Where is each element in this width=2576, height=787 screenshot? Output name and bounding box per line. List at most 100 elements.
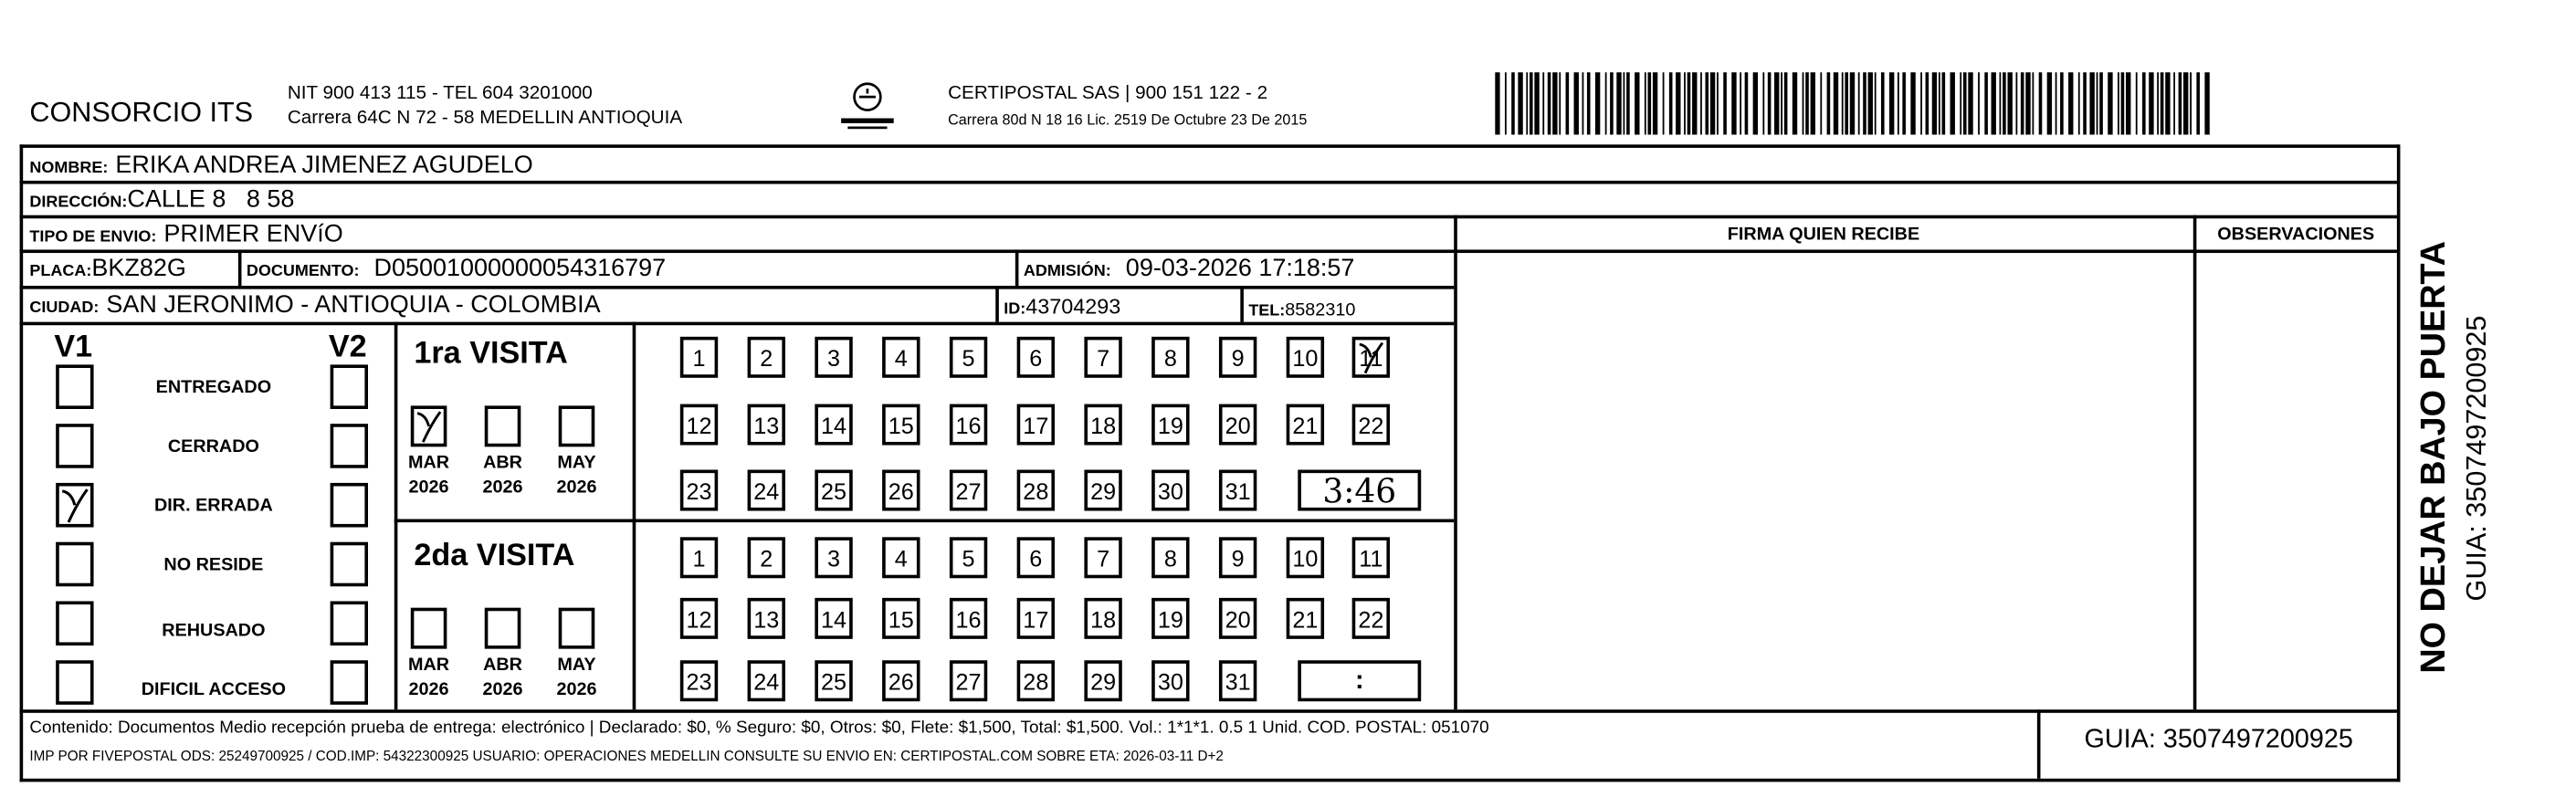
day-checkbox[interactable]: 28 <box>1016 660 1056 702</box>
day-checkbox[interactable]: 20 <box>1218 404 1257 446</box>
barcode-bar <box>1705 72 1709 135</box>
day-checkbox[interactable]: 3 <box>815 336 853 378</box>
day-checkbox[interactable]: 14 <box>815 404 853 446</box>
ciudad-field: CIUDAD: SAN JERONIMO - ANTIOQUIA - COLOM… <box>29 290 600 320</box>
day-checkbox[interactable]: 15 <box>882 597 920 639</box>
time-field[interactable]: 3:46 <box>1298 469 1422 511</box>
day-checkbox[interactable]: 27 <box>949 469 988 511</box>
v1-checkbox[interactable] <box>56 424 94 468</box>
day-checkbox[interactable]: 24 <box>747 469 785 511</box>
day-checkbox[interactable]: 11 <box>1351 336 1391 378</box>
day-checkbox[interactable]: 16 <box>949 404 988 446</box>
day-number: 29 <box>1090 667 1117 695</box>
month-checkbox[interactable] <box>558 607 595 649</box>
day-checkbox[interactable]: 26 <box>882 660 920 702</box>
day-checkbox[interactable]: 1 <box>679 537 719 579</box>
day-checkbox[interactable]: 7 <box>1084 537 1122 579</box>
month-checkbox[interactable] <box>558 405 595 447</box>
day-checkbox[interactable]: 4 <box>882 336 920 378</box>
day-checkbox[interactable]: 30 <box>1151 660 1190 702</box>
observations-area[interactable] <box>2196 251 2396 709</box>
day-checkbox[interactable]: 26 <box>882 469 920 511</box>
id-value: 43704293 <box>1025 294 1121 320</box>
v2-checkbox[interactable] <box>330 424 368 468</box>
month-name: MAY <box>557 655 596 676</box>
month-checkbox[interactable] <box>410 405 447 447</box>
v2-checkbox[interactable] <box>330 660 368 705</box>
day-checkbox[interactable]: 12 <box>679 597 719 639</box>
barcode-bar <box>1805 72 1809 135</box>
day-checkbox[interactable]: 5 <box>949 537 988 579</box>
day-checkbox[interactable]: 8 <box>1151 336 1190 378</box>
day-checkbox[interactable]: 21 <box>1286 404 1325 446</box>
v2-checkbox[interactable] <box>330 601 368 646</box>
day-checkbox[interactable]: 23 <box>679 660 719 702</box>
documento-field: DOCUMENTO: D05001000000054316797 <box>247 255 666 284</box>
day-checkbox[interactable]: 3 <box>815 537 853 579</box>
day-checkbox[interactable]: 29 <box>1084 660 1122 702</box>
day-checkbox[interactable]: 20 <box>1218 597 1257 639</box>
day-checkbox[interactable]: 12 <box>679 404 719 446</box>
day-checkbox[interactable]: 9 <box>1218 336 1257 378</box>
day-checkbox[interactable]: 6 <box>1016 336 1056 378</box>
day-checkbox[interactable]: 6 <box>1016 537 1056 579</box>
day-checkbox[interactable]: 21 <box>1286 597 1325 639</box>
day-checkbox[interactable]: 9 <box>1218 537 1257 579</box>
month-name: ABR <box>483 453 522 474</box>
day-checkbox[interactable]: 11 <box>1351 537 1391 579</box>
v1-checkbox[interactable] <box>56 660 94 705</box>
day-checkbox[interactable]: 8 <box>1151 537 1190 579</box>
day-checkbox[interactable]: 10 <box>1286 537 1325 579</box>
day-checkbox[interactable]: 24 <box>747 660 785 702</box>
admision-label: ADMISIÓN: <box>1023 262 1111 281</box>
time-field[interactable]: : <box>1298 660 1422 702</box>
barcode-bar <box>1762 72 1765 135</box>
day-checkbox[interactable]: 30 <box>1151 469 1190 511</box>
month-checkbox[interactable] <box>410 607 447 649</box>
day-checkbox[interactable]: 31 <box>1218 469 1257 511</box>
day-checkbox[interactable]: 2 <box>747 336 785 378</box>
day-checkbox[interactable]: 29 <box>1084 469 1122 511</box>
day-checkbox[interactable]: 15 <box>882 404 920 446</box>
barcode-bar <box>1559 72 1561 135</box>
day-checkbox[interactable]: 19 <box>1151 597 1190 639</box>
v1-checkbox[interactable] <box>56 541 94 587</box>
day-checkbox[interactable]: 5 <box>949 336 988 378</box>
month-year: 2026 <box>408 679 449 700</box>
day-checkbox[interactable]: 25 <box>815 660 853 702</box>
v1-checkbox[interactable] <box>56 482 94 528</box>
barcode-bar <box>1709 72 1716 135</box>
day-checkbox[interactable]: 19 <box>1151 404 1190 446</box>
day-checkbox[interactable]: 22 <box>1351 597 1391 639</box>
day-checkbox[interactable]: 2 <box>747 537 785 579</box>
v2-checkbox[interactable] <box>330 541 368 587</box>
firma-header: FIRMA QUIEN RECIBE <box>1727 225 1920 246</box>
v2-checkbox[interactable] <box>330 364 368 409</box>
v1-checkbox[interactable] <box>56 601 94 646</box>
day-checkbox[interactable]: 27 <box>949 660 988 702</box>
barcode-bar <box>2178 72 2182 135</box>
day-checkbox[interactable]: 18 <box>1084 597 1122 639</box>
day-checkbox[interactable]: 22 <box>1351 404 1391 446</box>
month-checkbox[interactable] <box>484 405 521 447</box>
day-checkbox[interactable]: 10 <box>1286 336 1325 378</box>
signature-area[interactable] <box>1456 251 2193 709</box>
day-checkbox[interactable]: 4 <box>882 537 920 579</box>
day-checkbox[interactable]: 23 <box>679 469 719 511</box>
day-checkbox[interactable]: 31 <box>1218 660 1257 702</box>
day-checkbox[interactable]: 28 <box>1016 469 1056 511</box>
day-checkbox[interactable]: 7 <box>1084 336 1122 378</box>
barcode-bar <box>1518 72 1523 135</box>
v2-checkbox[interactable] <box>330 482 368 528</box>
v1-checkbox[interactable] <box>56 364 94 409</box>
day-checkbox[interactable]: 25 <box>815 469 853 511</box>
day-checkbox[interactable]: 14 <box>815 597 853 639</box>
day-checkbox[interactable]: 17 <box>1016 404 1056 446</box>
day-checkbox[interactable]: 18 <box>1084 404 1122 446</box>
month-checkbox[interactable] <box>484 607 521 649</box>
day-checkbox[interactable]: 13 <box>747 597 785 639</box>
day-checkbox[interactable]: 1 <box>679 336 719 378</box>
day-checkbox[interactable]: 16 <box>949 597 988 639</box>
day-checkbox[interactable]: 17 <box>1016 597 1056 639</box>
day-checkbox[interactable]: 13 <box>747 404 785 446</box>
